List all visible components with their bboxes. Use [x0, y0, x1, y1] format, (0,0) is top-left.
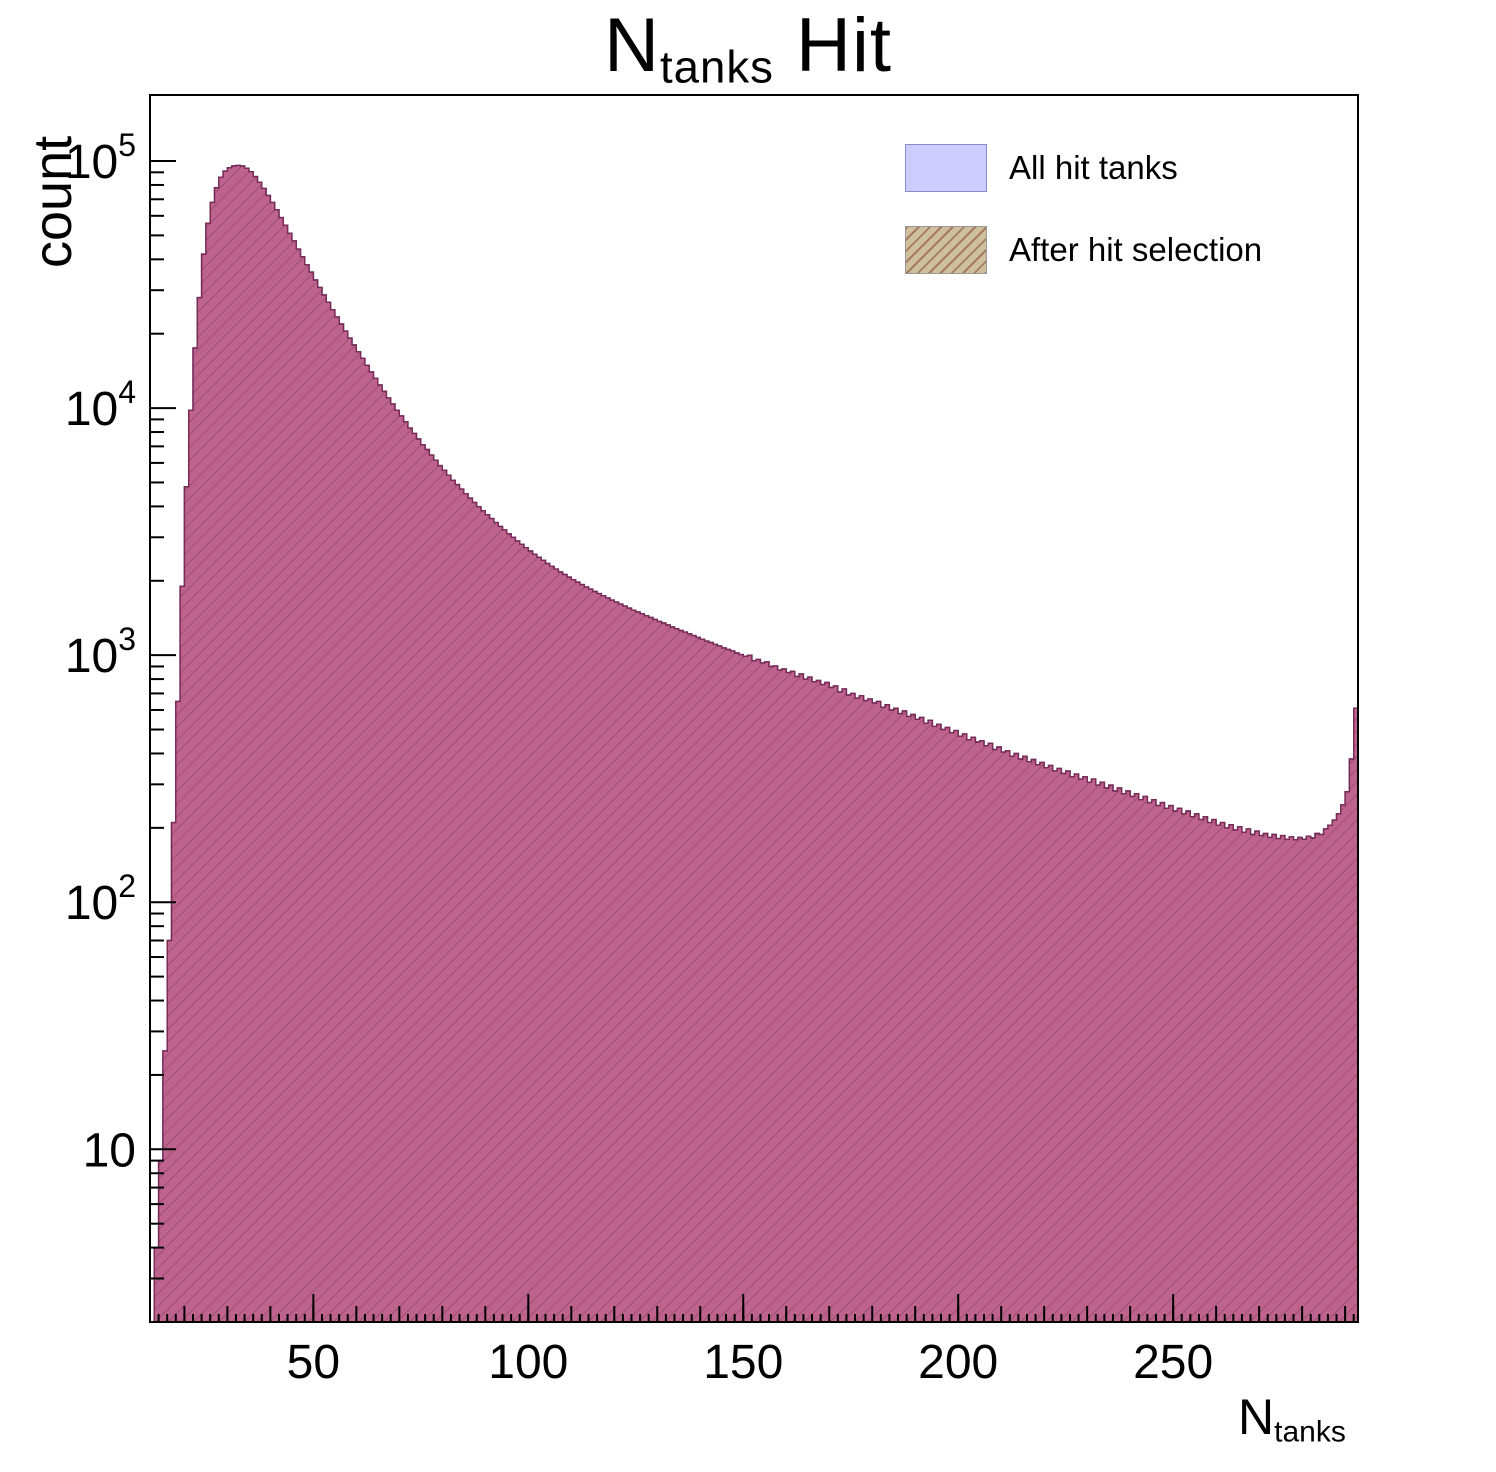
chart-title-suffix: Hit: [773, 3, 892, 88]
x-axis-title-prefix: N: [1238, 1389, 1275, 1445]
y-tick-label: 102: [65, 868, 136, 930]
y-tick-label: 103: [65, 621, 136, 683]
y-tick-label: 105: [65, 127, 136, 189]
hist-series-1-hatch: [150, 165, 1358, 1322]
x-tick-label: 100: [488, 1336, 568, 1389]
legend-swatch-all-hit-tanks: [905, 144, 987, 192]
y-tick-label: 104: [65, 374, 136, 436]
histogram-series-group: [150, 164, 1359, 1323]
x-tick-label: 150: [703, 1336, 783, 1389]
x-tick-label: 200: [918, 1336, 998, 1389]
x-axis-title-subscript: tanks: [1274, 1415, 1346, 1449]
x-axis-title: Ntanks: [1238, 1388, 1346, 1450]
chart-title-subscript: tanks: [659, 41, 774, 93]
y-tick-label: 10: [83, 1124, 136, 1177]
legend-label-after-hit-selection: After hit selection: [1009, 231, 1263, 268]
y-axis-title: count: [23, 135, 83, 268]
legend-item-after-hit-selection: After hit selection: [905, 224, 1262, 276]
x-tick-label: 250: [1133, 1336, 1213, 1389]
chart-title: Ntanks Hit: [0, 2, 1496, 93]
axes-ticks-group: 50 100 150 200 250 10 102 103 104 105: [65, 127, 1355, 1389]
legend-swatch-after-hit-selection: [905, 226, 987, 274]
legend: All hit tanks After hit selection: [905, 142, 1262, 306]
legend-item-all-hit-tanks: All hit tanks: [905, 142, 1262, 194]
chart-title-prefix: N: [604, 3, 660, 88]
legend-label-all-hit-tanks: All hit tanks: [1009, 149, 1178, 186]
plot-frame: [149, 94, 1359, 1323]
x-tick-label: 50: [287, 1336, 340, 1389]
